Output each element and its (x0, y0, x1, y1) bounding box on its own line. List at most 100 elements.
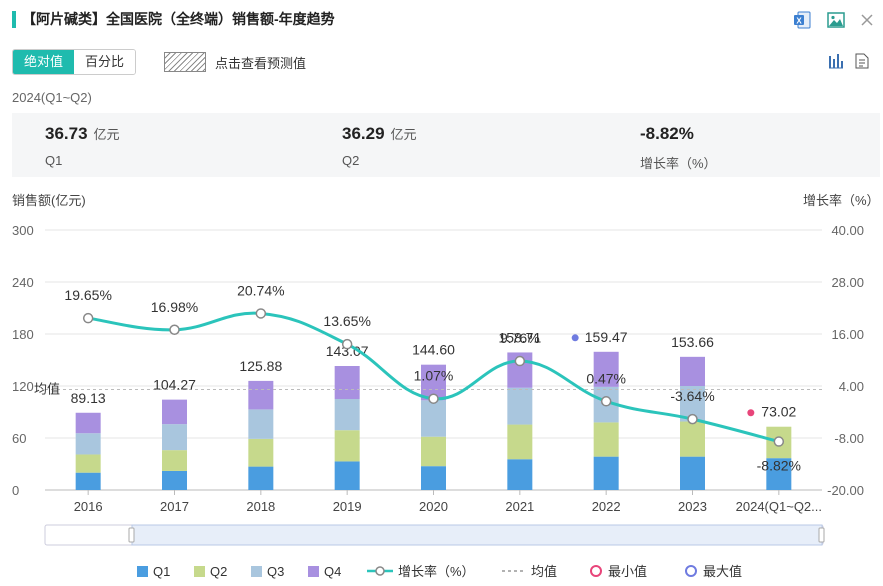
period-label: 2024(Q1~Q2) (12, 90, 92, 105)
growth-rate-label: -3.64% (670, 388, 714, 404)
bar-segment-q3 (162, 424, 187, 451)
growth-rate-label: -8.82% (757, 458, 801, 474)
summary-label: Q2 (342, 153, 360, 168)
summary-value: 36.29 (342, 124, 385, 143)
left-axis-tick: 120 (12, 379, 34, 394)
bar-segment-q1 (766, 458, 792, 490)
legend-label[interactable]: Q1 (153, 564, 170, 579)
bar-segment-q4 (680, 356, 705, 386)
x-axis-tick: 2019 (333, 499, 362, 514)
legend-label[interactable]: Q4 (324, 564, 341, 579)
left-axis-tick: 180 (12, 327, 34, 342)
left-axis-tick: 240 (12, 275, 34, 290)
bar-segment-q2 (421, 436, 446, 467)
total-value-label: 158.71 (498, 329, 541, 345)
bar-segment-q2 (75, 454, 101, 473)
summary-item-q2: 36.29 亿元 Q2 (342, 124, 417, 168)
legend-swatch[interactable] (308, 566, 319, 577)
image-export-icon[interactable] (826, 10, 846, 30)
close-icon[interactable] (857, 10, 877, 30)
growth-rate-label: 13.65% (323, 313, 370, 329)
legend-swatch[interactable] (137, 566, 148, 577)
percentage-button[interactable]: 百分比 (74, 50, 136, 74)
growth-rate-label: 16.98% (151, 299, 198, 315)
summary-value: -8.82% (640, 124, 694, 143)
bar-segment-q1 (507, 459, 533, 490)
right-axis-tick: 4.00 (839, 379, 864, 394)
absolute-value-button[interactable]: 绝对值 (13, 50, 75, 74)
legend-min-marker[interactable] (590, 565, 602, 577)
legend-label[interactable]: Q2 (210, 564, 227, 579)
range-slider-selection[interactable] (131, 524, 823, 546)
bar-segment-q4 (334, 366, 360, 399)
legend-label[interactable]: 最小值 (608, 564, 647, 579)
x-axis-tick: 2024(Q1~Q2... (736, 499, 822, 514)
legend-growth-point[interactable] (375, 566, 385, 576)
left-axis-title: 销售额(亿元) (12, 193, 86, 208)
bar-segment-q2 (248, 438, 274, 467)
legend-swatch[interactable] (194, 566, 205, 577)
legend-max-marker[interactable] (685, 565, 697, 577)
bar-segment-q1 (593, 456, 619, 490)
left-axis-tick: 60 (12, 431, 26, 446)
total-value-label: 89.13 (71, 390, 106, 406)
total-value-label: 125.88 (239, 358, 282, 374)
bar-segment-q3 (248, 409, 274, 439)
bar-chart-icon[interactable] (826, 51, 846, 71)
average-label: 均值 (34, 381, 60, 396)
bar-segment-q4 (75, 412, 101, 434)
document-icon[interactable] (852, 51, 872, 71)
x-axis-tick: 2022 (592, 499, 621, 514)
summary-unit: 亿元 (390, 127, 417, 142)
growth-point (600, 396, 612, 407)
x-axis-tick: 2023 (678, 499, 707, 514)
legend-label[interactable]: 最大值 (703, 564, 742, 579)
growth-point (773, 436, 785, 447)
chart-title: 【阿片碱类】全国医院（全终端）销售额-年度趋势 (22, 11, 335, 27)
summary-item-growth: -8.82% 增长率（%） (640, 124, 717, 172)
x-axis-tick: 2021 (505, 499, 534, 514)
growth-point (428, 393, 439, 404)
growth-rate-label: 9.76% (500, 330, 540, 346)
min-value-marker (747, 409, 755, 417)
bar-segment-q3 (507, 387, 533, 425)
bar-segment-q4 (248, 380, 274, 410)
legend-swatch[interactable] (251, 566, 262, 577)
forecast-hatch-swatch[interactable] (164, 52, 206, 72)
growth-rate-label: 1.07% (414, 368, 454, 384)
forecast-link[interactable]: 点击查看预测值 (215, 56, 307, 71)
growth-rate-label: 0.47% (586, 370, 626, 386)
bar-segment-q1 (248, 466, 274, 490)
x-axis-tick: 2016 (74, 499, 103, 514)
excel-export-icon[interactable]: X (792, 10, 812, 30)
range-slider-left-handle[interactable] (128, 527, 135, 543)
total-value-label: 153.66 (671, 334, 714, 350)
x-axis-tick: 2020 (419, 499, 448, 514)
summary-value: 36.73 (45, 124, 88, 143)
right-axis-tick: 16.00 (831, 327, 864, 342)
bar-segment-q4 (162, 399, 187, 425)
bar-segment-q4 (593, 351, 619, 387)
growth-rate-label: 20.74% (237, 282, 284, 298)
legend-label[interactable]: 增长率（%） (398, 564, 475, 579)
growth-point (687, 413, 698, 425)
total-value-label: 104.27 (153, 377, 196, 393)
bar-segment-q2 (593, 422, 619, 457)
bar-segment-q1 (334, 461, 360, 490)
legend-label[interactable]: Q3 (267, 564, 284, 579)
summary-unit: 亿元 (93, 127, 120, 142)
right-axis-tick: 40.00 (831, 223, 864, 238)
title-accent-bar (12, 11, 16, 28)
range-slider-right-handle[interactable] (818, 527, 825, 543)
bar-segment-q2 (507, 424, 533, 460)
right-axis-tick: -8.00 (834, 431, 864, 446)
right-axis-tick: -20.00 (827, 483, 864, 498)
bar-segment-q3 (421, 400, 446, 437)
legend-label[interactable]: 均值 (531, 564, 557, 579)
bar-segment-q1 (75, 472, 101, 490)
total-value-label: 159.47 (585, 329, 628, 345)
x-axis-tick: 2017 (160, 499, 189, 514)
growth-point (514, 355, 526, 367)
summary-label: Q1 (45, 153, 63, 168)
